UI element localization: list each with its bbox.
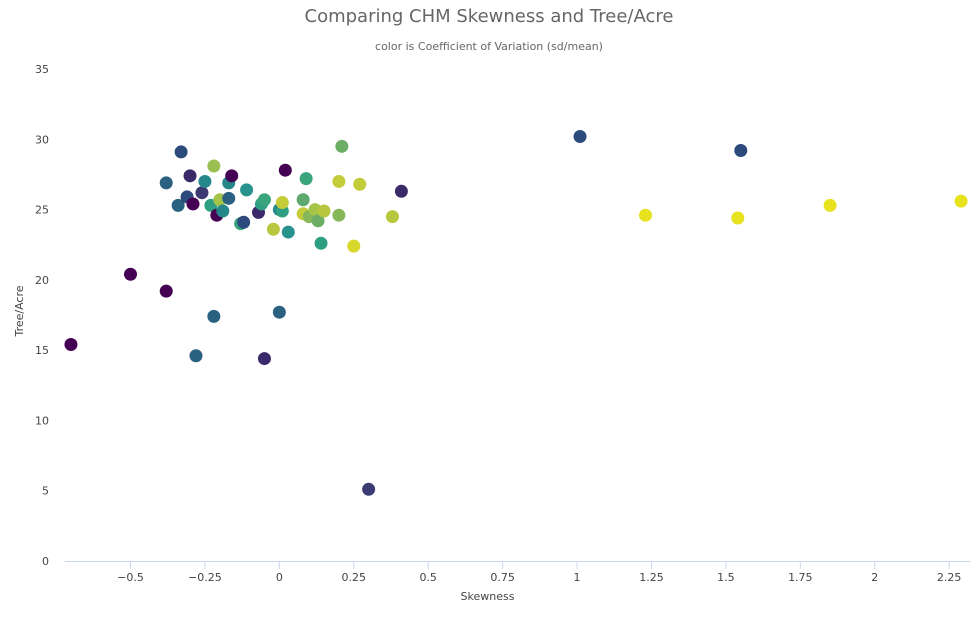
x-tick-label: 2.25 [937, 571, 962, 584]
scatter-point[interactable] [216, 204, 230, 218]
scatter-point[interactable] [207, 159, 221, 173]
y-tick-label: 25 [35, 204, 49, 217]
scatter-point[interactable] [186, 197, 200, 211]
scatter-point[interactable] [353, 177, 367, 191]
scatter-point[interactable] [237, 215, 251, 229]
scatter-point[interactable] [64, 338, 78, 352]
y-tick-label: 20 [35, 274, 49, 287]
scatter-point[interactable] [573, 129, 587, 143]
scatter-point[interactable] [317, 204, 331, 218]
data-points [64, 129, 968, 496]
scatter-point[interactable] [257, 352, 271, 366]
scatter-point[interactable] [225, 169, 239, 183]
scatter-point[interactable] [183, 169, 197, 183]
y-tick-label: 15 [35, 344, 49, 357]
scatter-point[interactable] [159, 284, 173, 298]
scatter-point[interactable] [171, 198, 185, 212]
scatter-point[interactable] [278, 163, 292, 177]
x-tick-label: 0.25 [342, 571, 367, 584]
scatter-point[interactable] [123, 267, 137, 281]
scatter-point[interactable] [174, 145, 188, 159]
y-axis-label: Tree/Acre [13, 285, 26, 337]
scatter-point[interactable] [198, 174, 212, 188]
x-tick-label: −0.25 [188, 571, 222, 584]
x-tick-label: 1 [574, 571, 581, 584]
scatter-point[interactable] [159, 176, 173, 190]
scatter-point[interactable] [954, 194, 968, 208]
y-tick-label: 30 [35, 133, 49, 146]
y-tick-label: 10 [35, 414, 49, 427]
scatter-point[interactable] [266, 222, 280, 236]
scatter-point[interactable] [299, 172, 313, 186]
x-tick-label: 0 [276, 571, 283, 584]
scatter-point[interactable] [385, 210, 399, 224]
scatter-point[interactable] [311, 214, 325, 228]
scatter-point[interactable] [314, 236, 328, 250]
y-axis-ticks: 0 5 10 15 20 25 30 35 [35, 63, 49, 568]
scatter-point[interactable] [222, 191, 236, 205]
y-tick-label: 35 [35, 63, 49, 76]
scatter-point[interactable] [189, 349, 203, 363]
x-tick-label: 1.25 [639, 571, 664, 584]
y-tick-label: 5 [42, 485, 49, 498]
x-tick-label: 2 [871, 571, 878, 584]
x-tick-label: 0.5 [419, 571, 437, 584]
scatter-point[interactable] [639, 208, 653, 222]
x-tick-label: −0.5 [117, 571, 144, 584]
scatter-point[interactable] [734, 144, 748, 158]
x-tick-label: 0.75 [490, 571, 515, 584]
scatter-point[interactable] [731, 211, 745, 225]
scatter-point[interactable] [332, 174, 346, 188]
scatter-point[interactable] [281, 225, 295, 239]
scatter-point[interactable] [296, 193, 310, 207]
scatter-point[interactable] [240, 183, 254, 197]
scatter-point[interactable] [257, 193, 271, 207]
scatter-point[interactable] [347, 239, 361, 253]
scatter-point[interactable] [272, 305, 286, 319]
x-tick-label: 1.75 [788, 571, 813, 584]
chart-title: Comparing CHM Skewness and Tree/Acre [305, 6, 674, 27]
scatter-point[interactable] [823, 198, 837, 212]
scatter-point[interactable] [332, 208, 346, 222]
scatter-point[interactable] [394, 184, 408, 198]
scatter-point[interactable] [207, 309, 221, 323]
scatter-point[interactable] [335, 139, 349, 153]
x-tick-label: 1.5 [717, 571, 735, 584]
scatter-point[interactable] [275, 196, 289, 210]
x-axis-label: Skewness [461, 590, 515, 603]
chart-subtitle: color is Coefficient of Variation (sd/me… [375, 40, 603, 53]
scatter-point[interactable] [362, 482, 376, 496]
y-tick-label: 0 [42, 555, 49, 568]
scatter-point[interactable] [195, 186, 209, 200]
x-axis-ticks: −0.5 −0.25 0 0.25 0.5 0.75 1 1.25 1.5 1.75 2 2.25 [117, 561, 961, 584]
